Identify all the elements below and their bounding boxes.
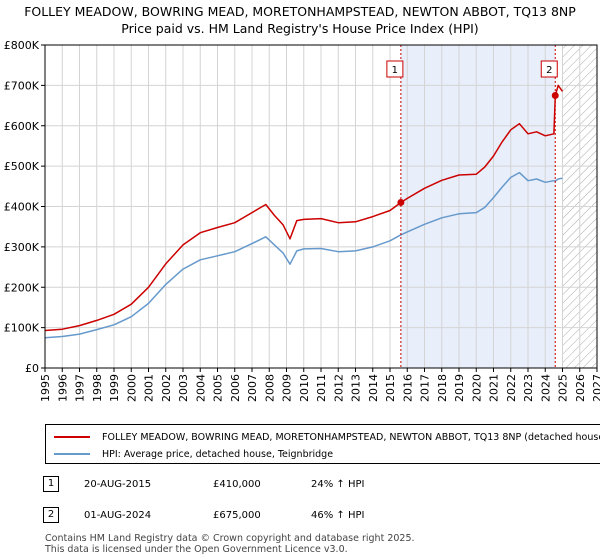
legend: FOLLEY MEADOW, BOWRING MEAD, MORETONHAMP… xyxy=(45,424,600,464)
x-tick-label: 2019 xyxy=(453,374,466,402)
x-tick-label: 2004 xyxy=(194,374,207,402)
legend-swatch-property xyxy=(54,436,90,438)
transaction-price: £675,000 xyxy=(213,510,261,521)
x-tick-label: 2008 xyxy=(263,374,276,402)
marker-box xyxy=(540,60,558,78)
transaction-row: 2 01-AUG-2024 £675,000 46% ↑ HPI xyxy=(0,507,600,527)
x-tick-label: 2026 xyxy=(574,374,587,402)
x-tick-label: 2007 xyxy=(246,374,259,402)
legend-label-hpi: HPI: Average price, detached house, Teig… xyxy=(102,448,334,460)
transaction-date: 01-AUG-2024 xyxy=(84,510,152,521)
y-tick-label: £500K xyxy=(4,160,40,173)
x-tick-label: 2000 xyxy=(125,374,138,402)
legend-item-hpi: HPI: Average price, detached house, Teig… xyxy=(54,446,333,462)
x-tick-label: 2010 xyxy=(298,374,311,402)
footer-licence: This data is licensed under the Open Gov… xyxy=(45,544,348,555)
x-tick-label: 2003 xyxy=(177,374,190,402)
series-line-property xyxy=(44,84,564,332)
x-tick-label: 2015 xyxy=(384,374,397,402)
legend-item-property: FOLLEY MEADOW, BOWRING MEAD, MORETONHAMP… xyxy=(54,429,600,445)
x-tick-label: 2005 xyxy=(212,374,225,402)
y-tick-label: £600K xyxy=(4,120,40,133)
chart-title-line2: Price paid vs. HM Land Registry's House … xyxy=(121,21,479,36)
x-tick-label: 2006 xyxy=(229,374,242,402)
transaction-row: 1 20-AUG-2015 £410,000 24% ↑ HPI xyxy=(0,476,600,496)
sale-point xyxy=(551,91,559,99)
x-tick-label: 2025 xyxy=(557,374,570,402)
transaction-badge: 2 xyxy=(43,507,59,523)
x-tick-label: 2020 xyxy=(470,374,483,402)
x-tick-label: 2018 xyxy=(436,374,449,402)
transaction-price: £410,000 xyxy=(213,479,261,490)
y-tick-label: £0 xyxy=(25,362,39,375)
sale-point xyxy=(397,198,405,206)
marker-box xyxy=(386,60,404,78)
x-tick-label: 2016 xyxy=(401,374,414,402)
legend-label-property: FOLLEY MEADOW, BOWRING MEAD, MORETONHAMP… xyxy=(102,431,600,443)
transaction-hpi: 24% ↑ HPI xyxy=(311,479,365,490)
transaction-date: 20-AUG-2015 xyxy=(84,479,152,490)
x-tick-label: 2027 xyxy=(591,374,600,402)
marker-label: 2 xyxy=(546,65,552,76)
x-tick-label: 2013 xyxy=(350,374,363,402)
footer-copyright: Contains HM Land Registry data © Crown c… xyxy=(45,533,415,544)
x-tick-label: 1998 xyxy=(91,374,104,402)
transaction-badge: 1 xyxy=(43,476,59,492)
x-tick-label: 2001 xyxy=(143,374,156,402)
y-tick-label: £800K xyxy=(4,39,40,52)
legend-swatch-hpi xyxy=(54,453,90,455)
x-tick-label: 2002 xyxy=(160,374,173,402)
y-tick-label: £700K xyxy=(4,79,40,92)
x-tick-label: 2021 xyxy=(488,374,501,402)
price-chart: 1 2 £0 £100K £200K £300K £400K £500K £600K £700K… xyxy=(4,39,600,402)
transaction-hpi: 46% ↑ HPI xyxy=(311,510,365,521)
x-tick-label: 2011 xyxy=(315,374,328,402)
x-tick-label: 2017 xyxy=(419,374,432,402)
x-tick-label: 2009 xyxy=(281,374,294,402)
x-tick-label: 2014 xyxy=(367,374,380,402)
x-tick-label: 1996 xyxy=(56,374,69,402)
x-tick-label: 1999 xyxy=(108,374,121,402)
x-tick-label: 1995 xyxy=(39,374,52,402)
y-tick-label: £100K xyxy=(4,322,40,335)
x-tick-label: 2024 xyxy=(539,374,552,402)
y-tick-label: £300K xyxy=(4,241,40,254)
x-tick-label: 2023 xyxy=(522,374,535,402)
marker-label: 1 xyxy=(392,65,398,76)
y-tick-label: £200K xyxy=(4,281,40,294)
x-tick-label: 2022 xyxy=(505,374,518,402)
series-line-hpi xyxy=(44,171,563,339)
y-tick-label: £400K xyxy=(4,201,40,214)
chart-title-line1: FOLLEY MEADOW, BOWRING MEAD, MORETONHAMP… xyxy=(24,4,576,19)
x-tick-label: 2012 xyxy=(332,374,345,402)
footer: Contains HM Land Registry data © Crown c… xyxy=(45,533,415,555)
x-tick-label: 1997 xyxy=(74,374,87,402)
